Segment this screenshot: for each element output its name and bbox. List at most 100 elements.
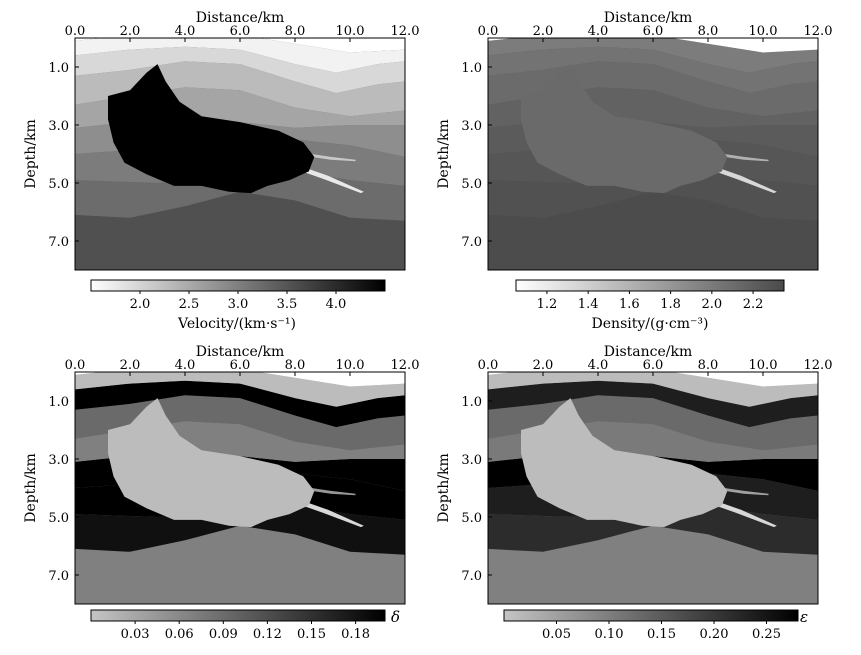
ytick-label: 1.0 [461, 395, 482, 410]
thin-layer-upper [724, 154, 769, 162]
layer-7 [75, 505, 405, 555]
colorbar-tick-label: 0.05 [542, 627, 571, 642]
velocity-ytick-labels: 1.0 3.0 5.0 7.0 [48, 61, 79, 250]
colorbar-tick-label: 0.10 [595, 627, 624, 642]
xtick-label: 4.0 [588, 358, 609, 373]
ytick-label: 1.0 [48, 61, 69, 76]
xtick-label: 0.0 [65, 24, 86, 39]
xtick-label: 2.0 [533, 358, 554, 373]
delta-model [75, 372, 405, 604]
velocity-xlabel: Distance/km [196, 10, 284, 26]
epsilon-model [488, 372, 818, 604]
xtick-label: 4.0 [175, 358, 196, 373]
velocity-ylabel: Depth/km [23, 119, 39, 189]
velocity-colorbar-ticks: 2.0 2.5 3.0 3.5 4.0 [130, 291, 347, 312]
xtick-label: 8.0 [285, 24, 306, 39]
velocity-colorbar-label: Velocity/(km·s⁻¹) [177, 316, 296, 332]
above-model [488, 372, 818, 387]
thin-layer-upper [724, 488, 769, 496]
salt-body [108, 398, 315, 528]
xtick-label: 12.0 [391, 24, 420, 39]
colorbar-tick-label: 1.4 [578, 297, 599, 312]
density-ytick-labels: 1.0 3.0 5.0 7.0 [461, 61, 492, 250]
xtick-label: 4.0 [588, 24, 609, 39]
velocity-xtick-labels: 0.0 2.0 4.0 6.0 8.0 10.0 12.0 [65, 24, 420, 42]
above-model [75, 38, 405, 53]
colorbar-tick-label: 0.18 [341, 627, 370, 642]
layer-2 [488, 46, 818, 94]
xtick-label: 8.0 [698, 358, 719, 373]
thin-layer-upper [311, 488, 356, 496]
epsilon-colorbar-ticks: 0.05 0.10 0.15 0.20 0.25 [542, 621, 781, 642]
xtick-label: 10.0 [336, 358, 365, 373]
density-colorbar-label: Density/(g·cm⁻³) [592, 316, 709, 332]
xtick-label: 12.0 [804, 358, 833, 373]
xtick-label: 12.0 [391, 358, 420, 373]
above-model [75, 372, 405, 387]
layer-1 [75, 372, 405, 407]
delta-ytick-labels: 1.0 3.0 5.0 7.0 [48, 395, 79, 584]
delta-colorbar [90, 609, 386, 622]
colorbar-tick-label: 1.6 [619, 297, 640, 312]
xtick-label: 6.0 [643, 24, 664, 39]
xtick-label: 2.0 [120, 24, 141, 39]
ytick-label: 5.0 [48, 177, 69, 192]
ytick-label: 7.0 [461, 235, 482, 250]
delta-ylabel: Depth/km [23, 453, 39, 523]
colorbar-gradient [515, 279, 785, 292]
colorbar-tick-label: 0.25 [752, 627, 781, 642]
thin-layer-upper [311, 154, 356, 162]
delta-colorbar-ticks: 0.03 0.06 0.09 0.12 0.15 0.18 [121, 621, 370, 642]
epsilon-xtick-labels: 0.0 2.0 4.0 6.0 8.0 10.0 12.0 [478, 358, 833, 376]
above-model [488, 38, 818, 53]
xtick-label: 6.0 [230, 358, 251, 373]
epsilon-xlabel: Distance/km [604, 344, 692, 360]
layer-7 [488, 171, 818, 221]
xtick-label: 6.0 [643, 358, 664, 373]
thin-layer [297, 167, 364, 194]
xtick-label: 10.0 [749, 24, 778, 39]
colorbar-gradient [503, 609, 799, 622]
xtick-label: 2.0 [120, 358, 141, 373]
xtick-label: 10.0 [336, 24, 365, 39]
delta-xtick-labels: 0.0 2.0 4.0 6.0 8.0 10.0 12.0 [65, 358, 420, 376]
salt-body [108, 64, 315, 194]
ytick-label: 3.0 [461, 119, 482, 134]
density-colorbar-ticks: 1.2 1.4 1.6 1.8 2.0 2.2 [537, 291, 764, 312]
thin-layer [710, 167, 777, 194]
colorbar-tick-label: 4.0 [326, 297, 347, 312]
salt-body [521, 64, 728, 194]
colorbar-gradient [90, 609, 386, 622]
colorbar-tick-label: 3.0 [228, 297, 249, 312]
density-model [488, 38, 818, 270]
xtick-label: 0.0 [478, 24, 499, 39]
colorbar-gradient [90, 279, 386, 292]
layer-1 [488, 38, 818, 73]
layer-1 [75, 38, 405, 73]
density-ylabel: Depth/km [436, 119, 452, 189]
delta-xlabel: Distance/km [196, 344, 284, 360]
panel-epsilon: 0.0 2.0 4.0 6.0 8.0 10.0 12.0 1.0 3.0 5.0 7.0 Dis… [436, 344, 832, 642]
layer-2 [75, 46, 405, 94]
ytick-label: 1.0 [461, 61, 482, 76]
colorbar-tick-label: 2.2 [743, 297, 764, 312]
ytick-label: 3.0 [48, 119, 69, 134]
epsilon-ytick-labels: 1.0 3.0 5.0 7.0 [461, 395, 492, 584]
ytick-label: 7.0 [48, 235, 69, 250]
colorbar-tick-label: 1.2 [537, 297, 558, 312]
density-colorbar [515, 279, 785, 292]
layer-2 [488, 380, 818, 428]
density-xlabel: Distance/km [604, 10, 692, 26]
xtick-label: 2.0 [533, 24, 554, 39]
ytick-label: 1.0 [48, 395, 69, 410]
ytick-label: 7.0 [48, 569, 69, 584]
xtick-label: 6.0 [230, 24, 251, 39]
colorbar-tick-label: 3.5 [277, 297, 298, 312]
xtick-label: 0.0 [478, 358, 499, 373]
salt-body [521, 398, 728, 528]
thin-layer [297, 501, 364, 528]
epsilon-ylabel: Depth/km [436, 453, 452, 523]
colorbar-tick-label: 0.15 [647, 627, 676, 642]
delta-colorbar-label: δ [391, 608, 400, 626]
